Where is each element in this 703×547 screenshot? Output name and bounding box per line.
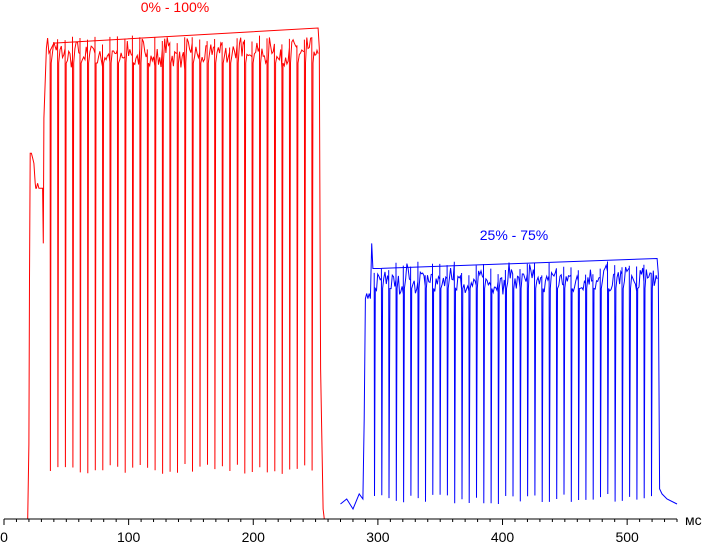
x-tick-label: 100 xyxy=(117,529,141,545)
series-annotation-1: 25% - 75% xyxy=(480,227,548,243)
x-tick-label: 300 xyxy=(366,529,390,545)
x-axis: 0 100 200 300 400 500 мс xyxy=(0,512,702,545)
series-pulses-0 xyxy=(49,35,319,474)
x-tick-label: 500 xyxy=(615,529,639,545)
x-tick-label: 400 xyxy=(491,529,515,545)
x-unit-label: мс xyxy=(685,512,702,528)
x-tick-label: 200 xyxy=(242,529,266,545)
series-line-1 xyxy=(340,243,678,511)
annotation-layer: 0% - 100% 25% - 75% xyxy=(141,0,548,243)
series-line-0 xyxy=(4,27,341,520)
series-layer xyxy=(4,27,678,520)
series-pulses-1 xyxy=(373,261,658,505)
x-tick-label: 0 xyxy=(0,529,8,545)
series-annotation-0: 0% - 100% xyxy=(141,0,209,15)
